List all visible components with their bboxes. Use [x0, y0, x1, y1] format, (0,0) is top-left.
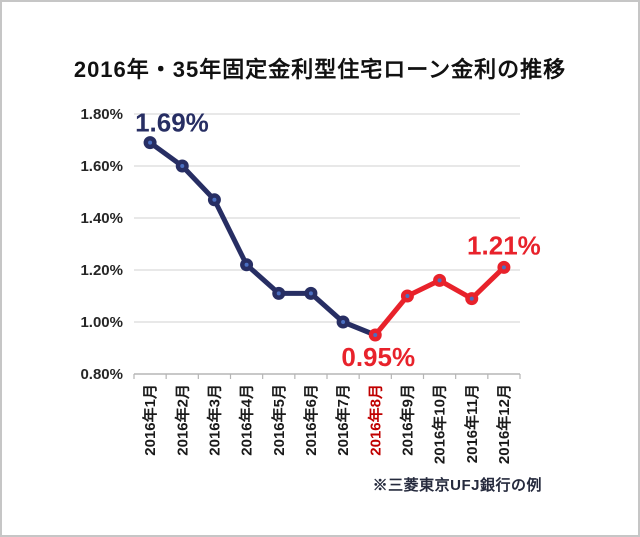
- marker-center-dot: [244, 262, 249, 267]
- line-segment: [308, 290, 346, 325]
- marker-center-dot: [405, 294, 410, 298]
- data-label: 1.69%: [135, 108, 209, 138]
- marker-center-dot: [373, 333, 378, 337]
- y-tick-label: 1.20%: [80, 262, 123, 279]
- line-segment: [211, 197, 250, 268]
- x-tick-label: 2016年12月: [495, 384, 513, 464]
- x-tick-label: 2016年8月: [366, 384, 384, 456]
- x-tick-label: 2016年7月: [334, 384, 352, 456]
- marker-center-dot: [276, 291, 281, 296]
- x-tick-label: 2016年5月: [270, 384, 288, 456]
- y-tick-label: 0.80%: [80, 366, 123, 383]
- line-segment: [179, 163, 217, 203]
- marker-center-dot: [341, 320, 346, 324]
- x-tick-label: 2016年6月: [302, 384, 320, 456]
- x-tick-label: 2016年1月: [141, 384, 159, 456]
- line-segment: [372, 293, 410, 338]
- x-tick-label: 2016年10月: [431, 384, 449, 464]
- line-segment: [469, 264, 507, 302]
- line-segment: [147, 140, 185, 169]
- y-tick-label: 1.80%: [80, 106, 123, 123]
- marker-center-dot: [469, 296, 474, 301]
- y-tick-label: 1.60%: [80, 158, 123, 175]
- marker-center-dot: [148, 140, 153, 145]
- chart-title: 2016年・35年固定金利型住宅ローン金利の推移: [73, 57, 567, 82]
- x-tick-label: 2016年4月: [238, 384, 256, 456]
- data-label: 0.95%: [341, 342, 415, 372]
- x-tick-label: 2016年3月: [205, 384, 223, 456]
- data-label: 1.21%: [467, 230, 541, 260]
- x-tick-label: 2016年9月: [398, 384, 416, 456]
- x-tick-label: 2016年11月: [463, 384, 481, 463]
- y-tick-label: 1.00%: [80, 314, 123, 331]
- marker-center-dot: [501, 265, 506, 270]
- x-tick-label: 2016年2月: [173, 384, 191, 456]
- marker-center-dot: [308, 291, 313, 296]
- marker-center-dot: [212, 197, 217, 202]
- marker-center-dot: [437, 278, 442, 283]
- line-segment: [244, 262, 282, 296]
- marker-center-dot: [180, 164, 185, 168]
- y-tick-label: 1.40%: [80, 210, 123, 227]
- footnote: ※三菱東京UFJ銀行の例: [372, 477, 542, 494]
